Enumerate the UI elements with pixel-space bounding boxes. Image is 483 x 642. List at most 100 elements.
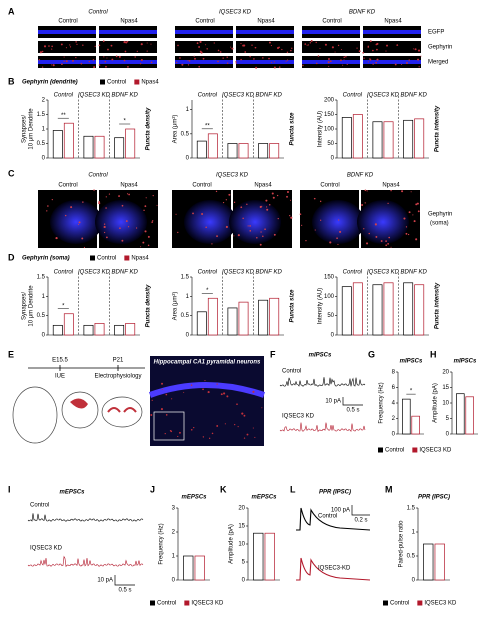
condition-label: Npas4 <box>384 19 402 25</box>
puncta <box>242 217 244 220</box>
puncta <box>222 201 225 204</box>
puncta <box>356 47 358 49</box>
bar <box>227 143 238 159</box>
group-label: Control <box>198 270 218 276</box>
trace-label: Control <box>282 369 301 375</box>
puncta <box>61 63 63 66</box>
side-label: Puncta density <box>146 107 152 150</box>
puncta <box>177 231 179 234</box>
mouse-body <box>12 386 58 444</box>
y-axis-label: Synapses/ <box>22 115 28 143</box>
puncta <box>147 235 150 238</box>
puncta <box>363 228 365 230</box>
puncta <box>220 393 223 396</box>
puncta <box>205 44 207 46</box>
panel-label: K <box>220 484 227 494</box>
puncta <box>336 237 338 240</box>
puncta <box>150 413 153 416</box>
puncta <box>38 59 41 61</box>
y-tick-label: 5 <box>446 416 450 422</box>
puncta <box>387 242 390 245</box>
puncta <box>150 61 153 64</box>
panel-title: PPR (IPSC) <box>319 490 351 496</box>
puncta <box>231 48 234 50</box>
trace <box>296 507 371 531</box>
puncta <box>127 226 130 228</box>
puncta <box>104 60 107 63</box>
puncta <box>376 48 378 51</box>
y-tick-label: 20 <box>238 506 245 512</box>
scale-label: 100 pA <box>331 508 350 514</box>
group-label: Control <box>198 93 218 99</box>
puncta <box>256 237 258 239</box>
bar <box>194 555 205 581</box>
y-tick-label: 0.5 <box>407 554 416 560</box>
bar <box>341 117 352 159</box>
puncta <box>334 51 336 53</box>
puncta <box>254 46 257 49</box>
puncta <box>199 40 202 43</box>
panel-label: A <box>8 6 15 16</box>
puncta <box>98 202 101 205</box>
y-tick-label: 1 <box>412 530 416 536</box>
puncta <box>403 217 406 220</box>
bar <box>83 135 94 159</box>
panel-title: Gephyrin (soma) <box>22 256 70 262</box>
puncta <box>119 227 121 230</box>
bar <box>423 543 434 581</box>
puncta <box>261 407 263 409</box>
panel-label: L <box>290 484 296 494</box>
y-tick-label: 15 <box>442 385 449 391</box>
puncta <box>236 403 238 406</box>
puncta <box>366 190 368 192</box>
legend-label: Control <box>97 256 116 262</box>
puncta <box>51 199 53 201</box>
timepoint: P21 <box>113 358 124 364</box>
bar <box>269 143 280 159</box>
significance: * <box>62 303 65 309</box>
puncta <box>124 50 127 53</box>
adult-brain <box>101 396 143 428</box>
puncta <box>161 382 164 385</box>
group-title: BDNF KD <box>347 173 374 179</box>
puncta <box>51 45 53 48</box>
puncta <box>121 239 124 242</box>
puncta <box>69 46 72 48</box>
bar <box>352 114 363 159</box>
y-tick-label: 2 <box>392 416 396 422</box>
group-title: IQSEC3 KD <box>219 10 252 16</box>
soma <box>50 200 102 244</box>
group-label: IQSEC3 KD <box>222 270 255 276</box>
puncta <box>160 408 163 411</box>
panel-label: B <box>8 76 15 86</box>
y-axis-label: Intensity (AU) <box>318 111 324 147</box>
puncta <box>118 195 120 197</box>
puncta <box>76 43 78 45</box>
puncta <box>208 437 211 440</box>
puncta <box>104 231 106 234</box>
significance: * <box>410 389 413 395</box>
puncta <box>226 395 229 398</box>
puncta <box>144 205 147 208</box>
y-axis-label: Synapses/ <box>22 292 28 320</box>
legend-swatch <box>150 600 155 606</box>
puncta <box>328 65 330 67</box>
condition-label: Npas4 <box>120 183 138 189</box>
puncta <box>319 200 322 203</box>
group-title: IQSEC3 KD <box>216 173 249 179</box>
legend-label: Control <box>157 601 176 607</box>
puncta <box>270 45 272 47</box>
puncta <box>417 49 421 52</box>
group-title: Control <box>88 10 108 16</box>
puncta <box>240 42 242 45</box>
y-tick-label: 0.5 <box>181 131 190 137</box>
legend-swatch <box>383 600 388 606</box>
puncta <box>81 237 84 240</box>
puncta <box>249 225 251 227</box>
bar <box>183 555 194 581</box>
side-label: Puncta intensity <box>435 282 441 329</box>
condition-label: Control <box>320 183 339 189</box>
side-label: Puncta size <box>290 112 296 146</box>
puncta <box>235 62 237 64</box>
legend-swatch <box>134 79 140 85</box>
